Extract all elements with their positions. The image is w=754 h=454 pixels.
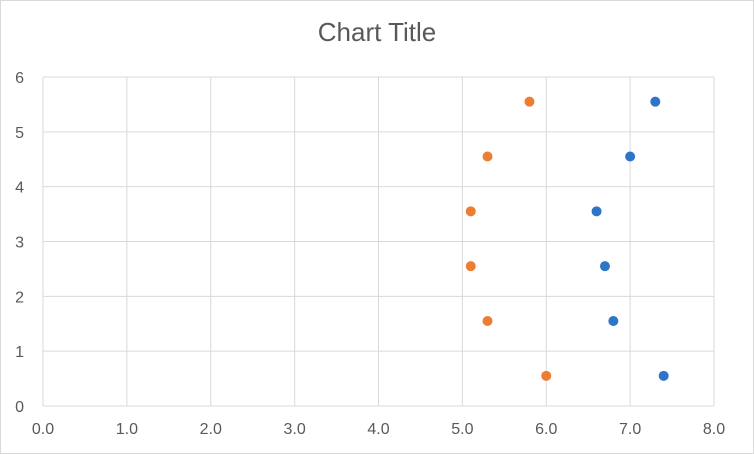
x-tick-label: 5.0 [451, 421, 473, 438]
y-tick-label: 2 [15, 289, 24, 306]
data-point-series-1 [599, 261, 610, 272]
y-tick-label: 4 [15, 180, 24, 197]
data-point-series-2 [482, 316, 493, 327]
y-axis-tick-labels: 0 1 2 3 4 5 6 [15, 70, 24, 416]
y-tick-label: 1 [15, 344, 24, 361]
x-tick-label: 7.0 [619, 421, 641, 438]
x-tick-label: 4.0 [367, 421, 389, 438]
data-point-series-1 [625, 151, 636, 162]
y-tick-label: 6 [15, 70, 24, 87]
data-point-series-2 [482, 151, 493, 162]
x-tick-label: 6.0 [535, 421, 557, 438]
x-axis-tick-labels: 0.0 1.0 2.0 3.0 4.0 5.0 6.0 7.0 8.0 [32, 421, 725, 438]
x-tick-label: 1.0 [116, 421, 138, 438]
y-tick-label: 5 [15, 125, 24, 142]
x-tick-label: 2.0 [200, 421, 222, 438]
data-point-series-1 [650, 96, 661, 107]
data-point-series-2 [524, 96, 535, 107]
data-point-series-2 [465, 261, 476, 272]
gridlines [42, 76, 715, 407]
x-tick-label: 8.0 [703, 421, 725, 438]
y-tick-label: 0 [15, 399, 24, 416]
data-point-series-1 [591, 206, 602, 217]
data-points [465, 96, 669, 381]
data-point-series-1 [658, 370, 669, 381]
x-tick-label: 0.0 [32, 421, 54, 438]
x-tick-label: 3.0 [284, 421, 306, 438]
data-point-series-1 [608, 316, 619, 327]
chart-title: Chart Title [317, 17, 437, 47]
y-tick-label: 3 [15, 235, 24, 252]
data-point-series-2 [541, 370, 552, 381]
data-point-series-2 [465, 206, 476, 217]
